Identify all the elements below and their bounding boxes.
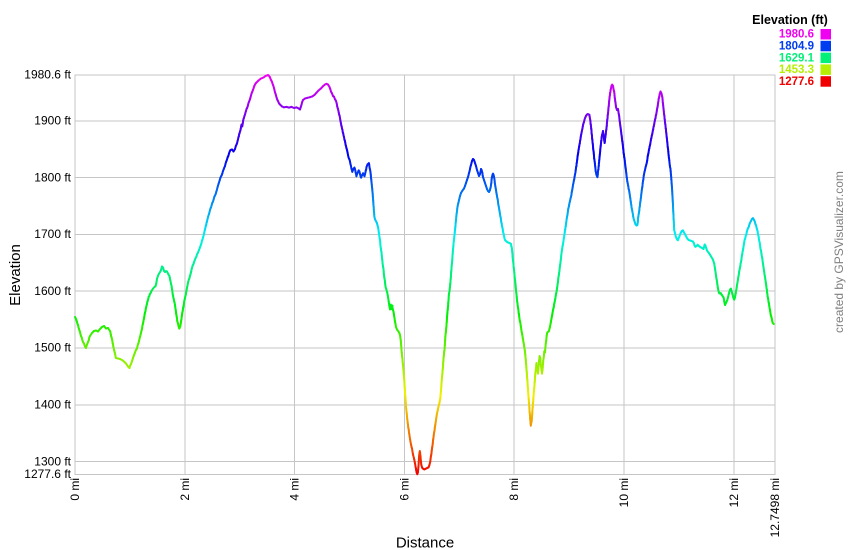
svg-text:1700 ft: 1700 ft [34, 227, 71, 241]
svg-text:created by GPSVisualizer.com: created by GPSVisualizer.com [832, 171, 846, 333]
svg-text:0 mi: 0 mi [68, 478, 82, 501]
svg-text:1980.6 ft: 1980.6 ft [24, 68, 71, 82]
svg-text:1300 ft: 1300 ft [34, 454, 71, 468]
svg-text:Elevation (ft): Elevation (ft) [752, 13, 828, 27]
svg-text:Elevation: Elevation [7, 244, 24, 306]
svg-text:1600 ft: 1600 ft [34, 284, 71, 298]
svg-text:1980.6: 1980.6 [779, 29, 814, 41]
svg-text:2 mi: 2 mi [178, 478, 192, 501]
svg-text:Distance: Distance [396, 535, 454, 550]
svg-text:1629.1: 1629.1 [779, 52, 815, 64]
svg-text:10 mi: 10 mi [617, 478, 631, 507]
svg-text:1277.6 ft: 1277.6 ft [24, 467, 71, 481]
svg-text:1900 ft: 1900 ft [34, 113, 71, 127]
svg-text:1804.9: 1804.9 [779, 41, 814, 53]
svg-text:1277.6: 1277.6 [779, 76, 814, 88]
svg-text:12 mi: 12 mi [727, 478, 741, 507]
svg-text:1800 ft: 1800 ft [34, 170, 71, 184]
svg-text:1400 ft: 1400 ft [34, 398, 71, 412]
svg-text:1453.3: 1453.3 [779, 64, 814, 76]
svg-text:4 mi: 4 mi [288, 478, 302, 501]
svg-text:1500 ft: 1500 ft [34, 341, 71, 355]
svg-text:6 mi: 6 mi [397, 478, 411, 501]
svg-text:12.7498 mi: 12.7498 mi [768, 478, 782, 537]
svg-text:8 mi: 8 mi [507, 478, 521, 501]
